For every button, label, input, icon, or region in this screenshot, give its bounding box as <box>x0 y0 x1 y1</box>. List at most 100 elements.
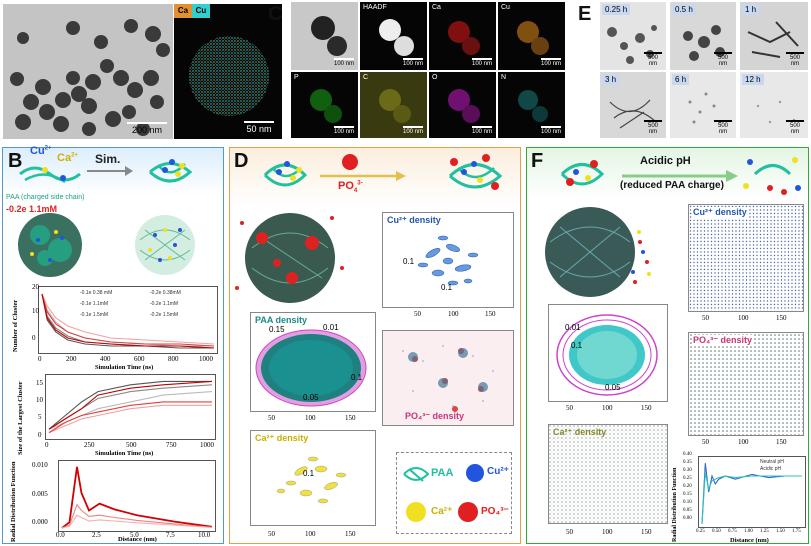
legend-cu: Cu <box>192 4 210 18</box>
f-cu-density-title: Cu²⁺ density <box>693 207 747 218</box>
f-arrow-icon <box>622 170 738 182</box>
c2-ytick-2: 0.010 <box>32 461 48 469</box>
c2-xtick-3: 7.5 <box>166 531 175 539</box>
c2-xtick-0: 0.0 <box>56 531 65 539</box>
d-paa-contour-3: 0.05 <box>303 393 319 402</box>
cu-legend-icon <box>466 464 484 482</box>
d-cu-density-map: Cu²⁺ density 0.1 0.1 <box>382 212 514 308</box>
series-line-1-4 <box>48 401 212 434</box>
tem-time-2: 1 h 500 nm <box>740 2 808 70</box>
eds-cu-label: Cu <box>501 4 510 11</box>
f-product-icon <box>743 157 801 195</box>
po4-label: PO43- <box>338 180 363 195</box>
c3-xtick-2: 0.75 <box>728 529 737 534</box>
scale-e4: 500 nm <box>714 120 732 135</box>
scale-bar-50nm: 50 nm <box>244 121 274 134</box>
f-cu-xtick-2: 150 <box>776 314 787 322</box>
eds-particle <box>189 36 269 116</box>
scale-e5: 500 nm <box>786 120 804 135</box>
scale-e0: 500 nm <box>644 52 662 67</box>
c3-legend-0: Neutral pH <box>760 459 784 465</box>
legend-5: -0.2e 1.5mM <box>150 312 179 318</box>
md-snapshot-aggregated <box>18 213 82 277</box>
acidic-label: Acidic pH <box>640 155 691 167</box>
legend-2: -0.1e 1.5mM <box>80 312 109 318</box>
d-po4-density-title: PO₄³⁻ density <box>405 411 465 421</box>
chart-svg-3 <box>701 463 802 525</box>
eds-p: P 100 nm <box>291 72 358 138</box>
b-ca-label: Ca2+ <box>57 152 78 164</box>
c2-xtick-1: 2.5 <box>92 531 101 539</box>
legend-paa: PAA <box>431 467 454 479</box>
time-label-3: 3 h <box>602 74 620 85</box>
c0-ytick-1: 10 <box>32 307 39 315</box>
po4-legend-icon <box>458 502 478 522</box>
c1-ytick-3: 15 <box>36 379 43 387</box>
scale-c3: 100 nm <box>472 58 492 67</box>
c0-xtick-1: 200 <box>66 355 77 363</box>
d-ca-xtick-1: 100 <box>305 530 316 538</box>
series-line-0-5 <box>41 293 215 349</box>
series-line-1-0 <box>48 391 213 430</box>
c3-legend-1: Acidic pH <box>760 466 782 472</box>
c0-ylabel: Number of Cluster <box>12 299 19 352</box>
legend-4: -0.2e 1.1mM <box>150 301 179 307</box>
c0-xtick-4: 800 <box>168 355 179 363</box>
d-ca-density-title: Ca²⁺ density <box>255 433 309 443</box>
c3-ytick-0: 0.00 <box>683 516 692 521</box>
c0-ytick-0: 0 <box>32 334 36 342</box>
c2-xtick-2: 5.0 <box>130 531 139 539</box>
d-paa-xtick-1: 100 <box>305 414 316 422</box>
c1-xtick-1: 250 <box>84 441 95 449</box>
legend-ca: Ca²⁺ <box>431 506 453 517</box>
c3-xlabel: Distance (nm) <box>730 537 769 544</box>
paa-label: PAA (charged side chain) <box>6 194 85 201</box>
time-label-4: 6 h <box>672 74 690 85</box>
legend-ca: Ca <box>174 4 192 18</box>
c1-xtick-4: 1000 <box>200 441 214 449</box>
c2-ytick-0: 0.000 <box>32 518 48 526</box>
d-product-icon <box>448 154 503 190</box>
series-line-3-1 <box>701 472 802 525</box>
eds-o: O 100 nm <box>429 72 496 138</box>
f-paa-density-map: 0.01 0.1 0.05 <box>548 304 668 402</box>
md-snapshot-dispersed <box>135 215 195 275</box>
c2-xlabel: Distance (nm) <box>118 536 157 543</box>
f-po4-xtick-2: 150 <box>776 438 787 446</box>
d-ca-xtick-0: 50 <box>268 530 275 538</box>
c3-ytick-1: 0.05 <box>683 508 692 513</box>
eds-o-label: O <box>432 74 438 81</box>
d-ca-density-map: Ca²⁺ density 0.1 <box>250 430 376 526</box>
tem-time-4: 6 h 500 nm <box>670 72 736 138</box>
eds-ca-label: Ca <box>432 4 441 11</box>
eds-map-ca-cu: Ca Cu 50 nm <box>174 4 282 139</box>
f-paa-xtick-2: 150 <box>641 404 652 412</box>
scale-c4: 100 nm <box>541 58 561 67</box>
scale-e3: 500 nm <box>644 120 662 135</box>
f-paa-xtick-0: 50 <box>566 404 573 412</box>
series-line-0-2 <box>41 293 214 349</box>
f-paa-contour-2: 0.05 <box>605 383 621 392</box>
series-line-2-2 <box>61 514 213 529</box>
c1-xtick-2: 500 <box>126 441 137 449</box>
d-paa-xtick-0: 50 <box>268 414 275 422</box>
tem-time-1: 0.5 h 500 nm <box>670 2 736 70</box>
f-po4-density-title: PO₄³⁻ density <box>693 335 753 346</box>
haadf-label: HAADF <box>363 4 387 11</box>
tem-time-3: 3 h 500 nm <box>600 72 666 138</box>
panel-f-frame <box>526 147 809 544</box>
panel-label-b: B <box>8 150 23 172</box>
f-md-snapshot <box>545 207 651 297</box>
ca-legend-icon <box>406 502 426 522</box>
c1-ylabel: Size of the Largest Cluster <box>17 381 24 455</box>
c1-ytick-2: 10 <box>36 396 43 404</box>
c0-xtick-2: 400 <box>100 355 111 363</box>
c3-xtick-0: 0.25 <box>696 529 705 534</box>
eds-ca: Ca 100 nm <box>429 2 496 70</box>
f-complex-icon <box>560 160 605 186</box>
panel-label-c: C <box>268 3 283 25</box>
f-ca-xtick-1: 100 <box>602 528 613 536</box>
d-md-snapshot <box>235 213 344 303</box>
d-cu-contour-1: 0.1 <box>441 283 453 292</box>
d-cu-contour-0: 0.1 <box>403 257 415 266</box>
